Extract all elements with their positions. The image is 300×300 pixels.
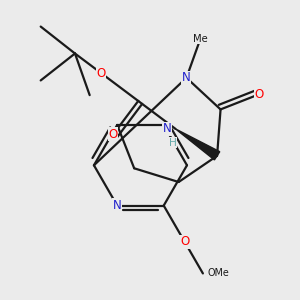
Text: N: N [113,199,122,212]
Text: O: O [180,235,189,248]
Text: Me: Me [193,34,208,44]
Text: OMe: OMe [208,268,230,278]
Text: N: N [163,122,172,135]
Text: O: O [255,88,264,101]
Polygon shape [176,129,220,160]
Text: O: O [109,128,118,141]
Text: O: O [96,67,106,80]
Text: N: N [182,71,191,84]
Text: H: H [169,138,177,148]
